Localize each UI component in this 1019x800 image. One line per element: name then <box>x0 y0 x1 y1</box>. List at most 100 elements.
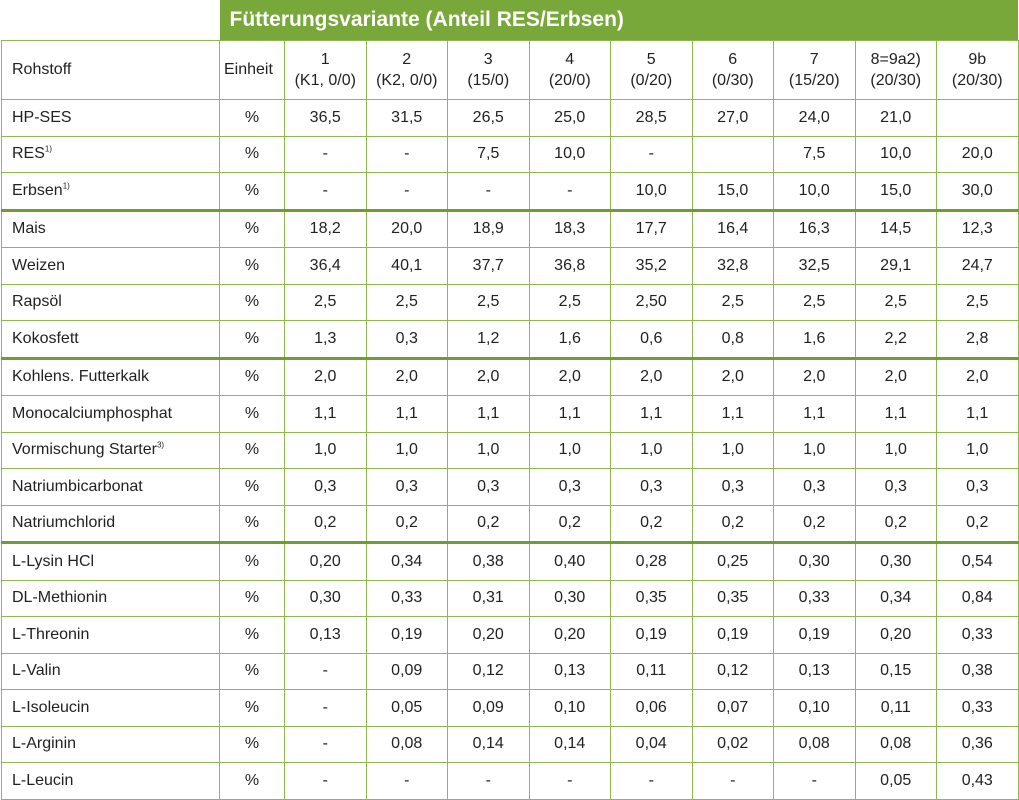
variant-ratio: (0/30) <box>711 72 754 89</box>
table-row: RES1)% - -7,5 10,0-7,5 10,0 20,0 <box>1 135 1019 173</box>
value-cell: 35,2 <box>610 247 693 285</box>
value-cell: 1,0 <box>773 431 856 469</box>
raw-material-label: L-Isoleucin <box>12 698 90 716</box>
value-cell: 0,30 <box>854 541 937 581</box>
unit-cell: % <box>219 504 285 543</box>
raw-material-label: Kokosfett <box>12 329 79 347</box>
value-cell: 1,1 <box>936 395 1019 433</box>
variant-ratio: (15/0) <box>467 72 510 89</box>
header-variant-2: 2 (K2, 0/0) <box>365 40 448 100</box>
value-cell: 0,30 <box>284 579 367 617</box>
value-cell: 0,2 <box>936 504 1019 543</box>
raw-material-name: Kohlens. Futterkalk <box>1 356 220 396</box>
value-cell: - <box>284 725 367 763</box>
value-cell: 32,5 <box>773 247 856 285</box>
header-row: Rohstoff Einheit 1 (K1, 0/0) 2 (K2, 0/0) 3… <box>1 40 1019 100</box>
value-cell: 0,35 <box>691 579 774 617</box>
raw-material-label: Erbsen <box>12 181 63 199</box>
value-cell: 1,1 <box>284 395 367 433</box>
unit-cell: % <box>219 395 285 433</box>
footnote-marker: 1) <box>44 144 53 154</box>
value-cell: 1,0 <box>284 431 367 469</box>
value-cell: 0,2 <box>528 504 611 543</box>
value-cell: - <box>284 135 367 173</box>
value-cell: 0,2 <box>854 504 937 543</box>
raw-material-name: Kokosfett <box>1 320 220 359</box>
raw-material-name: Rapsöl <box>1 283 220 321</box>
value-cell: 2,0 <box>528 356 611 396</box>
value-cell: 10,0 <box>854 135 937 173</box>
table-row: Erbsen1)% - - - -10,0 15,0 10,0 15,0 30,0 <box>1 172 1019 211</box>
unit-cell: % <box>219 356 285 396</box>
value-cell: 0,43 <box>936 762 1019 800</box>
value-cell: - <box>365 135 448 173</box>
raw-material-name: DL-Methionin <box>1 579 220 617</box>
header-variant-7: 7 (15/20) <box>773 40 856 100</box>
value-cell: 0,05 <box>365 689 448 727</box>
value-cell: 18,2 <box>284 208 367 248</box>
value-cell: 1,0 <box>365 431 448 469</box>
value-cell: 15,0 <box>854 172 937 211</box>
variant-number: 9b <box>968 51 987 68</box>
variant-ratio: (20/30) <box>951 72 1003 89</box>
value-cell: 37,7 <box>447 247 530 285</box>
value-cell: 1,1 <box>691 395 774 433</box>
value-cell: 2,5 <box>691 283 774 321</box>
value-cell: 0,08 <box>773 725 856 763</box>
unit-cell: % <box>219 579 285 617</box>
raw-material-name: L-Valin <box>1 652 220 690</box>
table-row: Monocalciumphosphat% 1,1 1,1 1,1 1,1 1,1 1,1 1,… <box>1 395 1019 433</box>
value-cell: 0,3 <box>284 468 367 506</box>
value-cell: 0,36 <box>936 725 1019 763</box>
value-cell: 0,35 <box>610 579 693 617</box>
value-cell: 0,3 <box>610 468 693 506</box>
value-cell: 2,5 <box>284 283 367 321</box>
value-cell: 0,34 <box>854 579 937 617</box>
variant-ratio: (20/30) <box>870 72 922 89</box>
table-row: L-Leucin% - - - - - - -0,05 0,43 <box>1 762 1019 800</box>
value-cell: 0,3 <box>854 468 937 506</box>
raw-material-label: Mais <box>12 220 46 238</box>
value-cell: - <box>610 762 693 800</box>
value-cell: 0,2 <box>365 504 448 543</box>
table-row: L-Lysin HCl% 0,20 0,34 0,38 0,40 0,28 0,25 0,30… <box>1 541 1019 581</box>
value-cell: 1,0 <box>528 431 611 469</box>
value-cell: - <box>773 762 856 800</box>
raw-material-name: L-Threonin <box>1 616 220 654</box>
value-cell: 0,3 <box>447 468 530 506</box>
raw-material-name: Erbsen1) <box>1 172 220 211</box>
header-variant-9b: 9b (20/30) <box>936 40 1019 100</box>
value-cell: - <box>528 172 611 211</box>
table-row: Kohlens. Futterkalk% 2,0 2,0 2,0 2,0 2,0 2,0 2,… <box>1 356 1019 396</box>
raw-material-name: Vormischung Starter3) <box>1 431 220 469</box>
value-cell: 0,15 <box>854 652 937 690</box>
table-row: Natriumchlorid% 0,2 0,2 0,2 0,2 0,2 0,2 0,2 0,2 0… <box>1 504 1019 543</box>
value-cell: 2,5 <box>854 283 937 321</box>
value-cell: 0,33 <box>365 579 448 617</box>
raw-material-label: L-Lysin HCl <box>12 552 95 570</box>
table-row: HP-SES% 36,5 31,5 26,5 25,0 28,5 27,0 24,0 21,0 <box>1 99 1019 137</box>
value-cell: 0,33 <box>936 616 1019 654</box>
raw-material-label: Rapsöl <box>12 293 62 311</box>
value-cell: 0,25 <box>691 541 774 581</box>
value-cell: 21,0 <box>854 99 937 137</box>
value-cell: 0,13 <box>773 652 856 690</box>
unit-cell: % <box>219 247 285 285</box>
value-cell: 0,3 <box>528 468 611 506</box>
variant-ratio: (K2, 0/0) <box>376 72 438 89</box>
value-cell: 0,12 <box>447 652 530 690</box>
value-cell: 24,0 <box>773 99 856 137</box>
value-cell: 1,1 <box>447 395 530 433</box>
raw-material-label: Vormischung Starter <box>12 441 157 459</box>
table-row: L-Arginin% -0,08 0,14 0,14 0,04 0,02 0,08 0,08 0… <box>1 725 1019 763</box>
value-cell: - <box>447 172 530 211</box>
value-cell: - <box>528 762 611 800</box>
value-cell: 0,38 <box>936 652 1019 690</box>
header-variant-1: 1 (K1, 0/0) <box>284 40 367 100</box>
value-cell: 17,7 <box>610 208 693 248</box>
footnote-marker: 1) <box>62 181 70 191</box>
unit-cell: % <box>219 616 285 654</box>
value-cell: 0,30 <box>773 541 856 581</box>
value-cell: 2,2 <box>854 320 937 359</box>
value-cell: - <box>284 652 367 690</box>
